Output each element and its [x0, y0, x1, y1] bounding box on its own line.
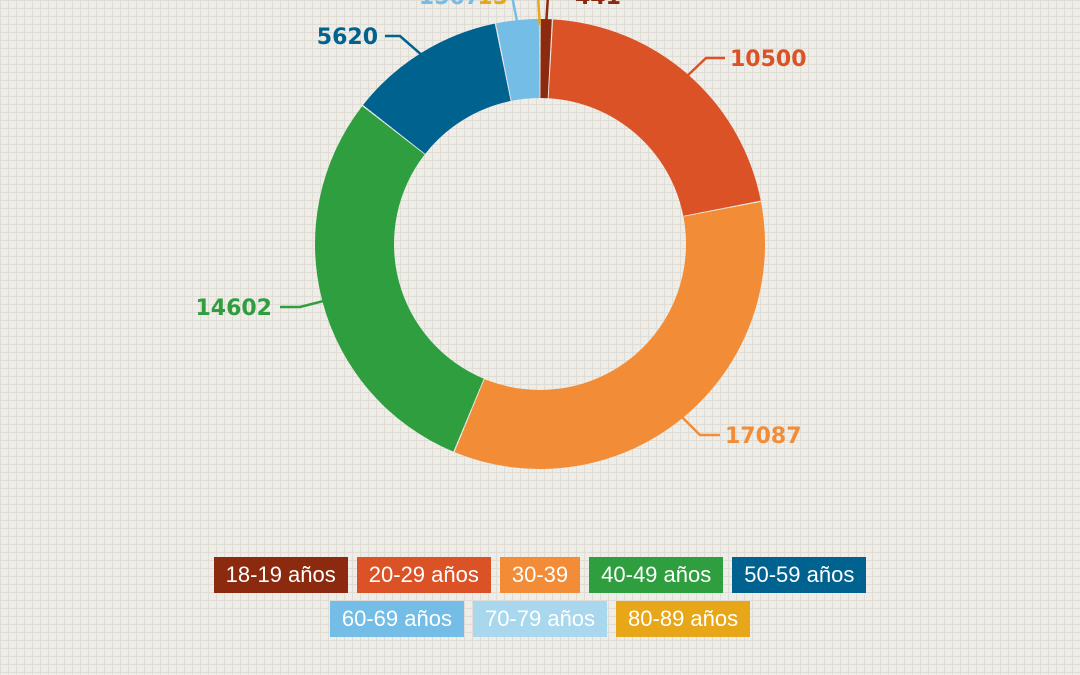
- legend-item-80-89-a-os: 80-89 años: [616, 601, 751, 637]
- legend-row: 18-19 años 20-29 años 30-39 40-49 años 50-59…: [0, 557, 1080, 593]
- leader-line-50-59-a-os: [385, 34, 426, 59]
- slice-18-19-a-os: [540, 19, 552, 99]
- slice-40-49-a-os: [315, 106, 484, 452]
- value-label-60-69-a-os: 1567: [419, 0, 480, 10]
- legend-item-60-69-a-os: 60-69 años: [329, 601, 464, 637]
- legend-item-18-19-a-os: 18-19 años: [213, 557, 348, 593]
- slice-labels: 441 10500 17087 14602 5620 156715: [195, 0, 807, 449]
- legend: 18-19 años 20-29 años 30-39 40-49 años 50-59…: [0, 557, 1080, 645]
- legend-item-20-29-a-os: 20-29 años: [356, 557, 491, 593]
- legend-item-40-49-a-os: 40-49 años: [589, 557, 724, 593]
- value-label-30-39: 17087: [725, 424, 802, 449]
- value-label-50-59-a-os: 5620: [317, 25, 378, 50]
- value-label-80-89-a-os: 15: [477, 0, 508, 10]
- leader-line-40-49-a-os: [280, 298, 329, 309]
- leader-line-30-39: [677, 412, 720, 437]
- slice-50-59-a-os: [363, 23, 511, 154]
- slice-30-39: [454, 201, 765, 469]
- slice-20-29-a-os: [548, 19, 761, 216]
- legend-item-30-39: 30-39: [499, 557, 581, 593]
- donut-slices: [315, 19, 765, 469]
- leader-line-60-69-a-os: [511, 0, 520, 27]
- slice-60-69-a-os: [496, 19, 540, 101]
- value-label-20-29-a-os: 10500: [730, 47, 807, 72]
- legend-item-70-79-a-os: 70-79 años: [472, 601, 608, 637]
- leader-line-20-29-a-os: [683, 56, 725, 80]
- legend-item-50-59-a-os: 50-59 años: [732, 557, 867, 593]
- value-label-40-49-a-os: 14602: [195, 296, 272, 321]
- value-label-18-19-a-os: 441: [575, 0, 621, 10]
- legend-row: 60-69 años 70-79 años 80-89 años: [0, 601, 1080, 637]
- leader-line-18-19-a-os: [544, 0, 549, 26]
- leader-line-80-89-a-os: [536, 0, 542, 26]
